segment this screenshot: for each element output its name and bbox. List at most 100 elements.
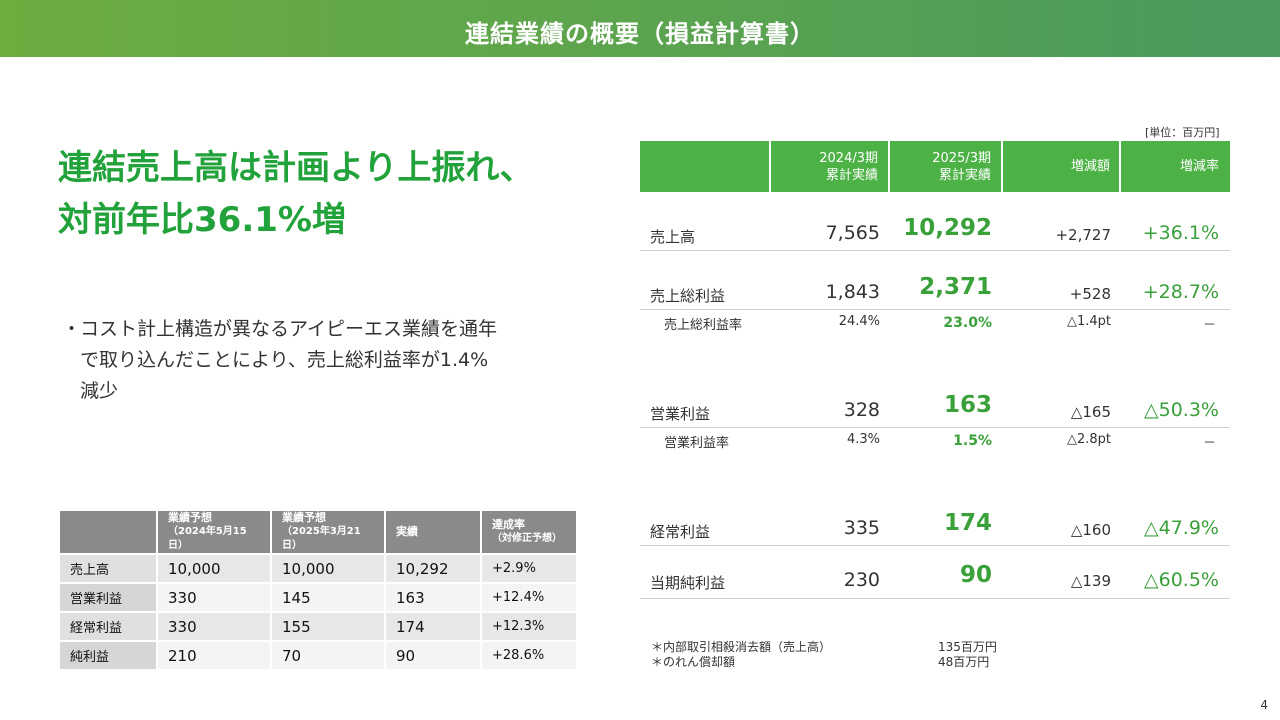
prev-value: 1,843 bbox=[825, 281, 880, 303]
forecast-header-sub: （2024年5月15日） bbox=[168, 526, 247, 551]
forecast-header: 達成率 （対修正予想） bbox=[482, 511, 576, 553]
header-line: 2025/3期 bbox=[932, 150, 991, 166]
footnote-label: ＊のれん償却額 bbox=[651, 655, 736, 669]
forecast-row-label: 営業利益 bbox=[60, 584, 156, 611]
forecast-cell: 145 bbox=[272, 584, 384, 611]
forecast-rate: +2.9% bbox=[482, 555, 576, 582]
rate-value: +28.7% bbox=[1142, 281, 1219, 303]
bullet-point: ・ コスト計上構造が異なるアイピーエス業績を通年 で取り込んだことにより、売上総… bbox=[62, 314, 562, 407]
unit-label: [単位：百万円] bbox=[1145, 126, 1220, 139]
header-curr-year: 2025/3期 累計実績 bbox=[890, 141, 1001, 192]
forecast-row-label: 売上高 bbox=[60, 555, 156, 582]
footnote: ＊内部取引相殺消去額（売上高） 135百万円 bbox=[651, 640, 997, 655]
title-bar: 連結業績の概要（損益計算書） bbox=[0, 0, 1280, 57]
forecast-header-empty bbox=[60, 511, 156, 553]
row-label: 売上総利益率 bbox=[664, 318, 743, 333]
curr-value: 2,371 bbox=[919, 274, 992, 300]
diff-value: △139 bbox=[1070, 572, 1111, 590]
bullet-line: コスト計上構造が異なるアイピーエス業績を通年 bbox=[80, 318, 498, 340]
forecast-row: 売上高 10,000 10,000 10,292 +2.9% bbox=[60, 555, 576, 582]
row-label: 売上総利益 bbox=[650, 287, 726, 305]
row-label: 当期純利益 bbox=[650, 574, 726, 592]
forecast-cell: 210 bbox=[158, 642, 270, 669]
curr-value: 10,292 bbox=[903, 215, 992, 241]
forecast-table: 業績予想 （2024年5月15日） 業績予想 （2025年3月21日） 実績 達… bbox=[58, 509, 578, 671]
footnotes: ＊内部取引相殺消去額（売上高） 135百万円 ＊のれん償却額 48百万円 bbox=[651, 640, 997, 670]
row-label: 売上高 bbox=[650, 228, 696, 246]
bullet-dot: ・ bbox=[62, 318, 82, 340]
header-rate: 増減率 bbox=[1121, 141, 1230, 192]
forecast-header-sub: （2025年3月21日） bbox=[282, 526, 361, 551]
forecast-cell: 10,000 bbox=[272, 555, 384, 582]
rate-value: +36.1% bbox=[1142, 222, 1219, 244]
rate-value: △50.3% bbox=[1144, 399, 1219, 421]
results-row-sales: 売上高 7,565 10,292 +2,727 +36.1% bbox=[640, 210, 1230, 251]
row-label: 営業利益 bbox=[650, 405, 711, 423]
header-prev-year: 2024/3期 累計実績 bbox=[771, 141, 888, 192]
headline: 連結売上高は計画より上振れ、 対前年比36.1%増 bbox=[58, 142, 534, 246]
forecast-rate: +12.3% bbox=[482, 613, 576, 640]
forecast-cell: 163 bbox=[386, 584, 480, 611]
forecast-header-sub: （対修正予想） bbox=[492, 533, 562, 544]
row-label: 営業利益率 bbox=[664, 436, 730, 451]
forecast-row: 経常利益 330 155 174 +12.3% bbox=[60, 613, 576, 640]
prev-value: 7,565 bbox=[825, 222, 880, 244]
forecast-rate: +12.4% bbox=[482, 584, 576, 611]
forecast-header-main: 業績予想 bbox=[282, 511, 326, 524]
forecast-row-label: 経常利益 bbox=[60, 613, 156, 640]
header-diff: 増減額 bbox=[1003, 141, 1119, 192]
headline-line-2: 対前年比36.1%増 bbox=[58, 200, 346, 240]
forecast-header: 実績 bbox=[386, 511, 480, 553]
footnote-label: ＊内部取引相殺消去額（売上高） bbox=[651, 640, 832, 654]
rate-value: △47.9% bbox=[1144, 517, 1219, 539]
bullet-line: で取り込んだことにより、売上総利益率が1.4% bbox=[80, 349, 489, 371]
results-row-gross-margin: 売上総利益率 24.4% 23.0% △1.4pt － bbox=[640, 310, 1230, 334]
forecast-header-main: 実績 bbox=[396, 525, 418, 538]
page-title: 連結業績の概要（損益計算書） bbox=[465, 20, 815, 48]
forecast-header-row: 業績予想 （2024年5月15日） 業績予想 （2025年3月21日） 実績 達… bbox=[60, 511, 576, 553]
forecast-cell: 10,000 bbox=[158, 555, 270, 582]
forecast-cell: 174 bbox=[386, 613, 480, 640]
forecast-cell: 155 bbox=[272, 613, 384, 640]
rate-value: － bbox=[1202, 318, 1216, 333]
forecast-header: 業績予想 （2025年3月21日） bbox=[272, 511, 384, 553]
forecast-row: 営業利益 330 145 163 +12.4% bbox=[60, 584, 576, 611]
diff-value: +2,727 bbox=[1055, 226, 1111, 244]
forecast-rate: +28.6% bbox=[482, 642, 576, 669]
prev-value: 328 bbox=[843, 399, 880, 421]
header-line: 累計実績 bbox=[825, 167, 878, 183]
footnote: ＊のれん償却額 48百万円 bbox=[651, 655, 989, 670]
footnote-value: 48百万円 bbox=[938, 655, 990, 669]
forecast-cell: 330 bbox=[158, 613, 270, 640]
forecast-cell: 90 bbox=[386, 642, 480, 669]
curr-value: 23.0% bbox=[943, 315, 992, 331]
prev-value: 24.4% bbox=[838, 314, 880, 329]
rate-value: △60.5% bbox=[1144, 569, 1219, 591]
prev-value: 4.3% bbox=[846, 432, 880, 447]
curr-value: 174 bbox=[943, 510, 992, 536]
headline-line-1: 連結売上高は計画より上振れ、 bbox=[58, 148, 534, 188]
forecast-cell: 330 bbox=[158, 584, 270, 611]
curr-value: 163 bbox=[943, 392, 992, 418]
results-table-header: 2024/3期 累計実績 2025/3期 累計実績 増減額 増減率 bbox=[640, 141, 1230, 192]
header-blank-cell bbox=[640, 141, 769, 192]
results-row-net-income: 当期純利益 230 90 △139 △60.5% bbox=[640, 557, 1230, 599]
results-row-ordinary-profit: 経常利益 335 174 △160 △47.9% bbox=[640, 505, 1230, 546]
bullet-text: コスト計上構造が異なるアイピーエス業績を通年 で取り込んだことにより、売上総利益… bbox=[62, 314, 562, 407]
diff-value: +528 bbox=[1069, 285, 1111, 303]
prev-value: 335 bbox=[843, 517, 880, 539]
results-row-operating-profit: 営業利益 328 163 △165 △50.3% bbox=[640, 388, 1230, 428]
footnote-value: 135百万円 bbox=[938, 640, 997, 654]
diff-value: △2.8pt bbox=[1066, 432, 1111, 447]
curr-value: 90 bbox=[959, 562, 992, 588]
forecast-row-label: 純利益 bbox=[60, 642, 156, 669]
prev-value: 230 bbox=[843, 569, 880, 591]
page-number: 4 bbox=[1260, 698, 1268, 712]
diff-value: △165 bbox=[1070, 403, 1111, 421]
forecast-header-main: 達成率 bbox=[492, 518, 525, 531]
header-line: 2024/3期 bbox=[819, 150, 878, 166]
row-label: 経常利益 bbox=[650, 523, 711, 541]
forecast-row: 純利益 210 70 90 +28.6% bbox=[60, 642, 576, 669]
forecast-header-main: 業績予想 bbox=[168, 511, 212, 524]
results-row-gross-profit: 売上総利益 1,843 2,371 +528 +28.7% bbox=[640, 270, 1230, 310]
